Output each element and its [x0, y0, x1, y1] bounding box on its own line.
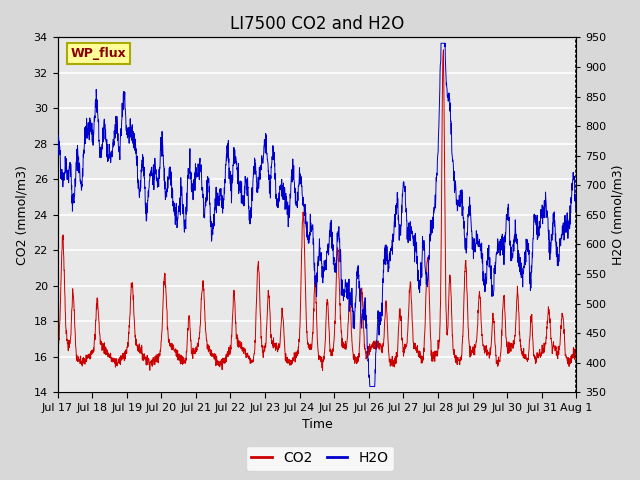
- Title: LI7500 CO2 and H2O: LI7500 CO2 and H2O: [230, 15, 404, 33]
- Y-axis label: CO2 (mmol/m3): CO2 (mmol/m3): [15, 165, 28, 265]
- X-axis label: Time: Time: [301, 419, 332, 432]
- Text: WP_flux: WP_flux: [70, 47, 126, 60]
- Legend: CO2, H2O: CO2, H2O: [246, 445, 394, 471]
- Y-axis label: H2O (mmol/m3): H2O (mmol/m3): [612, 165, 625, 265]
